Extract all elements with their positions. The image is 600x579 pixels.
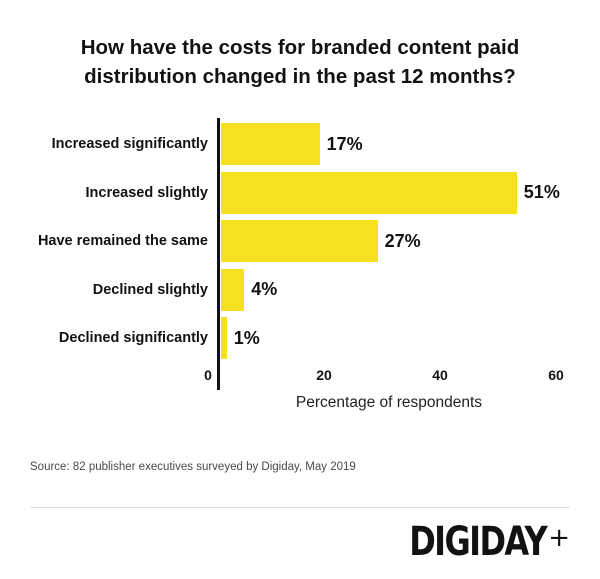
x-tick-label: 0	[204, 367, 212, 383]
x-tick-label: 20	[316, 367, 332, 383]
x-ticks: 0 20 40 60	[204, 367, 600, 387]
row-label: Increased significantly	[51, 136, 208, 152]
chart-title-line-1: How have the costs for branded content p…	[80, 36, 520, 59]
bar-area: 17%	[221, 123, 363, 165]
x-axis-title: Percentage of respondents	[295, 394, 483, 411]
chart-title-line-2: distribution changed in the past 12 mont…	[84, 65, 516, 88]
bar	[221, 171, 517, 214]
bar	[221, 268, 245, 311]
chart-row: Increased slightly 51%	[0, 171, 600, 214]
bar-area: 4%	[221, 268, 278, 311]
y-axis-line	[217, 118, 220, 390]
bar-area: 27%	[221, 220, 421, 262]
digiday-logo: DIGIDAY +	[375, 522, 570, 562]
bar-value-label: 1%	[233, 327, 260, 348]
x-tick-label: 40	[432, 367, 448, 383]
bar-value-label: 51%	[523, 182, 560, 202]
row-label: Declined slightly	[92, 281, 208, 298]
bar-value-label: 4%	[251, 279, 278, 299]
chart-row: Declined slightly 4%	[0, 268, 600, 311]
chart-row: Declined significantly 1%	[0, 317, 600, 359]
row-label: Increased slightly	[85, 184, 209, 201]
row-label: Have remained the same	[37, 233, 208, 249]
source-note: Source: 82 publisher executives surveyed…	[30, 461, 356, 473]
chart-rows: Increased significantly 17% Increased slig…	[0, 123, 600, 359]
footer-divider	[30, 507, 570, 508]
chart-row: Increased significantly 17%	[0, 123, 600, 165]
bar-value-label: 17%	[326, 133, 363, 154]
row-label: Declined significantly	[58, 330, 208, 346]
logo-text: DIGIDAY	[409, 519, 547, 565]
bar-area: 51%	[221, 171, 560, 214]
bar	[221, 123, 320, 165]
bar-value-label: 27%	[384, 230, 421, 251]
bar	[221, 220, 378, 262]
bar-area: 1%	[221, 317, 260, 359]
chart-row: Have remained the same 27%	[0, 220, 600, 262]
x-tick-label: 60	[548, 367, 564, 383]
chart-title: How have the costs for branded content p…	[40, 33, 560, 91]
bar-chart: Increased significantly 17% Increased slig…	[0, 123, 600, 366]
logo-plus-icon: +	[548, 523, 570, 553]
bar	[221, 317, 227, 359]
